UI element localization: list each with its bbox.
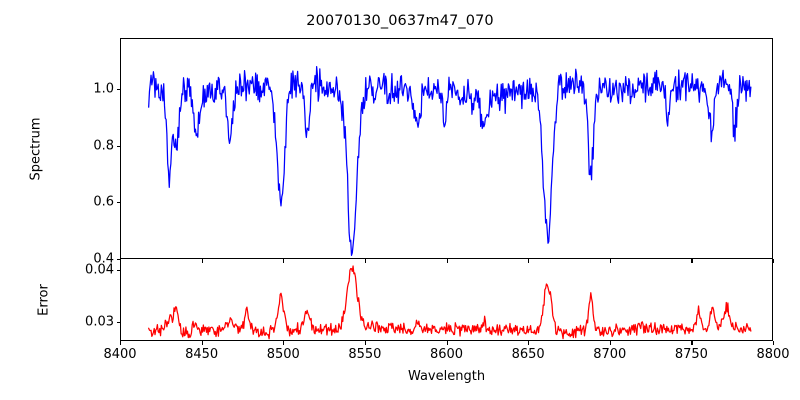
error-xtick — [364, 341, 367, 345]
error-ytick-label: 0.03 — [85, 314, 114, 330]
error-ytick — [116, 321, 120, 323]
spectrum-xtick — [446, 259, 448, 263]
error-xtick — [120, 341, 122, 345]
error-ytick — [116, 270, 120, 272]
spectrum-ytick-label: 0.8 — [93, 138, 114, 154]
spectrum-xtick — [283, 259, 285, 263]
xtick-label: 8650 — [511, 347, 545, 362]
error-xtick — [691, 341, 693, 345]
spectrum-ytick-label: 1.0 — [93, 81, 114, 97]
spectrum-xtick — [201, 259, 203, 263]
error-xtick — [201, 341, 203, 345]
page-title: 20070130_0637m47_070 — [306, 13, 494, 29]
error-line-series — [121, 259, 772, 340]
xtick-label: 8400 — [103, 347, 137, 362]
error-xtick — [609, 341, 611, 345]
error-ytick-label: 0.04 — [85, 262, 114, 278]
xtick-label: 8800 — [756, 347, 790, 362]
spectrum-line-series — [121, 39, 772, 258]
xtick-label: 8600 — [429, 347, 464, 362]
error-xtick — [283, 341, 285, 345]
xtick-label: 8700 — [593, 347, 627, 362]
spectrum-xtick — [691, 259, 693, 263]
spectrum-xtick — [773, 259, 775, 263]
xtick-label: 8450 — [185, 347, 219, 362]
spectrum-ytick — [116, 259, 120, 261]
x-axis-title: Wavelength — [407, 369, 486, 384]
spectrum-xtick — [528, 259, 530, 263]
spectrum-xtick — [364, 259, 367, 263]
error-xtick — [446, 341, 448, 345]
xtick-label: 8750 — [674, 347, 708, 362]
spectrum-y-axis-title: Spectrum — [28, 117, 44, 180]
error-xtick — [528, 341, 530, 345]
spectrum-ytick-label: 0.6 — [93, 194, 114, 210]
spectrum-ytick-label: 0.4 — [93, 251, 114, 267]
xtick-label: 8550 — [348, 347, 382, 362]
spectrum-ytick — [116, 89, 120, 91]
xtick-label: 8500 — [266, 347, 300, 362]
spectrum-ytick — [116, 145, 120, 147]
error-xtick — [773, 341, 775, 345]
spectrum-xtick — [609, 259, 611, 263]
spectrum-panel — [120, 38, 773, 259]
spectrum-ytick — [116, 202, 120, 204]
error-y-axis-title: Error — [36, 283, 52, 316]
error-panel — [120, 258, 773, 341]
